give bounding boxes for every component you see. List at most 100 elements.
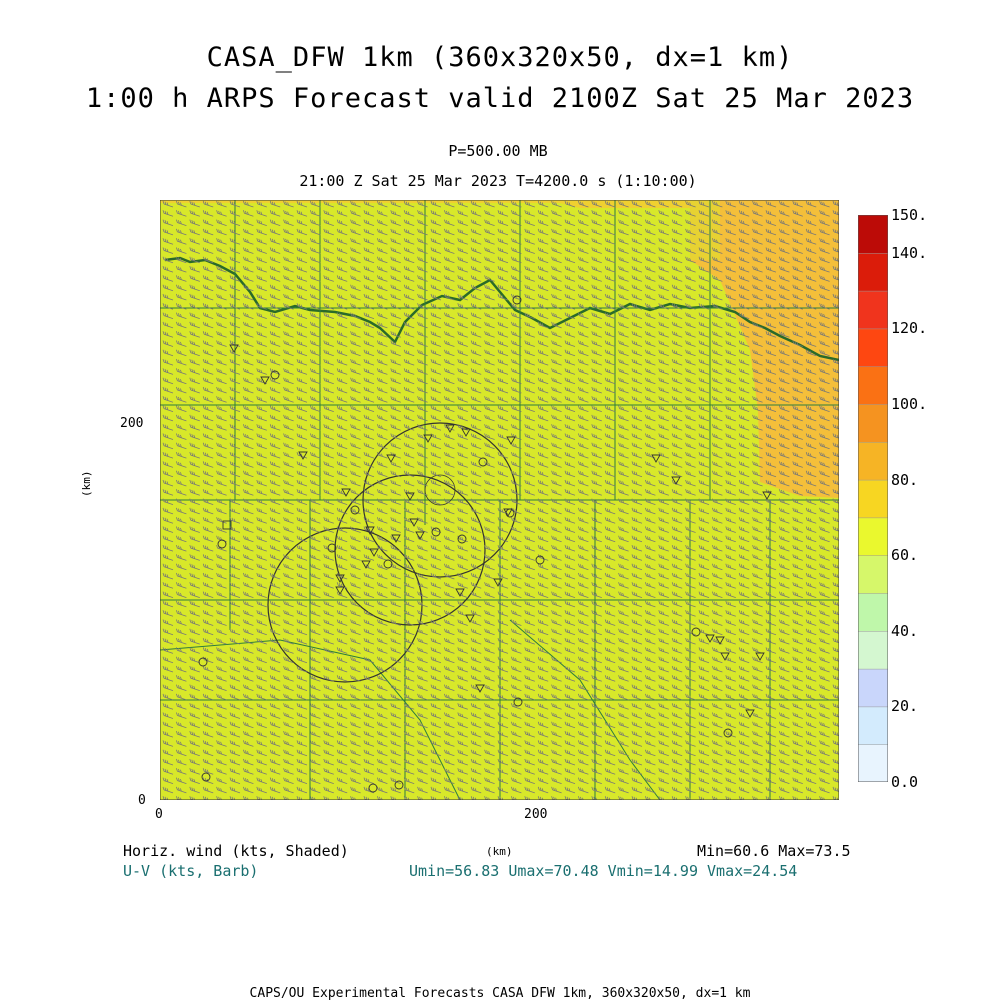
wind-barb	[685, 312, 696, 319]
wind-barb	[176, 219, 187, 226]
wind-barb	[685, 386, 696, 394]
wind-barb	[350, 433, 361, 440]
wind-barb	[578, 582, 589, 589]
wind-barb	[765, 321, 777, 329]
wind-barb	[350, 368, 361, 375]
wind-barb	[417, 368, 428, 375]
wind-barb	[738, 665, 750, 673]
wind-barb	[336, 396, 348, 403]
wind-barb	[618, 238, 629, 245]
wind-barb	[176, 293, 187, 301]
wind-barb	[524, 303, 535, 310]
wind-barb	[256, 572, 267, 580]
wind-barb	[752, 479, 763, 487]
wind-barb	[698, 517, 710, 524]
wind-barb	[229, 637, 241, 645]
wind-barb	[511, 582, 522, 589]
wind-barb	[604, 730, 616, 738]
wind-barb	[377, 693, 388, 701]
wind-barb	[229, 796, 236, 800]
wind-barb	[256, 647, 267, 654]
wind-barb	[189, 210, 200, 217]
wind-barb	[765, 284, 777, 292]
wind-barb	[618, 219, 629, 226]
wind-barb	[819, 433, 830, 440]
wind-barb	[658, 563, 669, 571]
wind-barb	[671, 703, 683, 710]
wind-barb	[350, 665, 361, 673]
wind-barb	[283, 637, 294, 645]
wind-barb	[765, 461, 777, 468]
wind-barb	[296, 647, 308, 654]
wind-barb	[202, 377, 214, 385]
wind-barb	[444, 321, 455, 329]
wind-barb	[765, 786, 777, 794]
wind-barb	[551, 442, 562, 450]
wind-barb	[779, 293, 790, 301]
wind-barb	[189, 358, 200, 366]
wind-barb	[470, 777, 482, 784]
wind-barb	[403, 312, 415, 319]
wind-barb	[269, 796, 276, 800]
wind-barb	[457, 507, 468, 515]
wind-barb	[524, 665, 535, 673]
wind-barb	[805, 703, 817, 710]
wind-barb	[497, 303, 509, 310]
station-circle	[217, 539, 227, 549]
wind-barb	[712, 628, 723, 636]
wind-barb	[377, 479, 388, 487]
wind-barb	[792, 730, 803, 738]
wind-barb	[470, 610, 482, 617]
wind-barb	[698, 312, 710, 319]
wind-barb	[283, 238, 294, 245]
wind-barb	[457, 563, 468, 571]
wind-barb	[243, 284, 254, 292]
wind-barb	[792, 442, 803, 450]
wind-barb	[658, 228, 669, 236]
wind-barb	[564, 219, 576, 226]
wind-barb	[403, 572, 415, 580]
wind-barb	[216, 451, 227, 459]
wind-barb	[444, 600, 455, 608]
wind-barb	[631, 610, 643, 617]
wind-barb	[323, 489, 334, 496]
wind-barb	[604, 405, 616, 412]
wind-barb	[430, 768, 442, 775]
wind-barb	[350, 572, 361, 580]
wind-barb	[752, 554, 763, 561]
wind-barb	[671, 414, 683, 422]
wind-barb	[430, 442, 442, 450]
wind-barb	[658, 591, 669, 598]
wind-barb	[457, 433, 468, 440]
wind-barb	[792, 247, 803, 254]
wind-barb	[738, 247, 750, 254]
wind-barb	[162, 200, 174, 208]
wind-barb	[698, 349, 710, 357]
wind-barb	[604, 451, 616, 459]
wind-barb	[631, 293, 643, 301]
wind-barb	[403, 768, 415, 775]
wind-barb	[323, 786, 334, 794]
wind-barb	[444, 554, 455, 561]
wind-barb	[162, 293, 174, 301]
wind-barb	[417, 275, 428, 282]
wind-barb	[296, 582, 308, 589]
wind-barb	[363, 693, 375, 701]
wind-barb	[283, 489, 294, 496]
wind-barb	[430, 554, 442, 561]
wind-barb	[256, 275, 267, 282]
wind-barb	[216, 489, 227, 496]
wind-barb	[765, 712, 777, 719]
wind-barb	[524, 228, 535, 236]
wind-barb	[176, 628, 187, 636]
wind-barb	[484, 265, 495, 273]
wind-barb	[779, 368, 790, 375]
wind-barb	[564, 768, 576, 775]
wind-barb	[698, 451, 710, 459]
wind-barb	[336, 451, 348, 459]
wind-barb	[390, 517, 401, 524]
wind-barb	[631, 712, 643, 719]
wind-barb	[725, 331, 736, 338]
wind-barb	[752, 386, 763, 394]
wind-barb	[176, 712, 187, 719]
